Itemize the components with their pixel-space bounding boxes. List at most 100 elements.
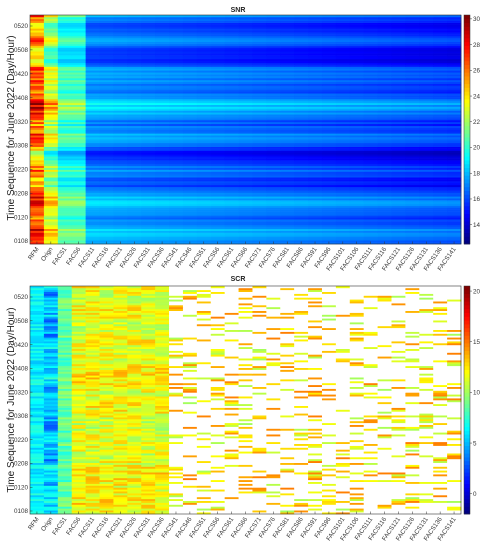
- snr-cell: [433, 207, 448, 210]
- snr-cell: [405, 133, 420, 136]
- snr-cell: [363, 184, 378, 188]
- scr-cell: [43, 487, 59, 490]
- snr-cell: [433, 68, 448, 71]
- snr-cell: [335, 184, 351, 188]
- snr-cell: [363, 142, 378, 146]
- snr-colorbar-segment: [464, 209, 470, 214]
- scr-cell: [182, 447, 198, 450]
- scr-cell: [224, 474, 239, 477]
- snr-cell: [405, 137, 420, 140]
- snr-cell: [85, 163, 100, 167]
- scr-cell: [433, 455, 448, 458]
- scr-cell: [377, 472, 392, 475]
- snr-cell: [210, 79, 226, 83]
- snr-cell: [252, 79, 267, 83]
- scr-cell: [349, 481, 365, 484]
- snr-cell: [30, 161, 45, 165]
- snr-cell: [30, 182, 45, 186]
- snr-cell: [127, 217, 142, 220]
- snr-cell: [43, 137, 59, 140]
- scr-cell: [85, 477, 100, 481]
- snr-cell: [294, 148, 309, 151]
- snr-cell: [391, 16, 406, 20]
- scr-cell: [169, 460, 184, 463]
- snr-cell: [127, 171, 142, 174]
- snr-cell: [127, 39, 142, 43]
- snr-cell: [182, 62, 198, 65]
- snr-cell: [57, 158, 73, 161]
- snr-cell: [294, 95, 309, 98]
- scr-cell: [308, 483, 323, 486]
- snr-cell: [169, 20, 184, 23]
- scr-cell: [377, 476, 392, 479]
- snr-cell: [99, 81, 114, 84]
- snr-cell: [419, 15, 434, 18]
- snr-heatmap-cells: [30, 15, 462, 245]
- snr-cell: [321, 100, 337, 104]
- scr-cell: [294, 451, 309, 454]
- snr-cell: [182, 79, 198, 83]
- scr-cell: [238, 464, 253, 467]
- snr-cell: [210, 196, 226, 199]
- snr-cell: [266, 186, 281, 189]
- snr-cell: [210, 97, 226, 100]
- snr-cell: [266, 140, 281, 144]
- snr-cell: [141, 49, 156, 52]
- snr-cell: [224, 32, 239, 35]
- snr-cell: [238, 108, 253, 111]
- snr-cell: [182, 129, 198, 132]
- snr-cell: [294, 45, 309, 48]
- snr-cell: [57, 221, 73, 224]
- snr-cell: [30, 41, 45, 44]
- snr-cell: [196, 177, 212, 180]
- scr-cell: [419, 464, 434, 467]
- snr-cell: [419, 53, 434, 56]
- snr-cell: [349, 39, 365, 43]
- snr-cell: [57, 119, 73, 123]
- snr-cell: [363, 70, 378, 73]
- snr-cell: [280, 190, 295, 193]
- snr-cell: [405, 34, 420, 37]
- snr-cell: [57, 60, 73, 64]
- snr-cell: [99, 74, 114, 77]
- scr-cell: [155, 487, 170, 490]
- snr-cell: [349, 148, 365, 151]
- snr-cell: [99, 37, 114, 41]
- snr-cell: [196, 30, 212, 33]
- snr-cell: [363, 114, 378, 117]
- snr-cell: [30, 60, 45, 64]
- snr-cell: [419, 83, 434, 86]
- snr-cell: [238, 144, 253, 147]
- scr-cell: [85, 508, 100, 511]
- scr-cell: [127, 487, 142, 490]
- snr-cell: [280, 196, 295, 199]
- snr-cell: [238, 20, 253, 23]
- snr-cell: [85, 144, 100, 147]
- snr-cell: [363, 135, 378, 138]
- snr-cell: [196, 77, 212, 81]
- scr-cell: [405, 476, 420, 479]
- snr-cell: [85, 148, 100, 151]
- snr-cell: [155, 32, 170, 35]
- snr-cell: [419, 232, 434, 235]
- snr-cell: [169, 32, 184, 35]
- snr-cell: [99, 181, 114, 184]
- snr-cell: [57, 209, 73, 212]
- snr-cell: [252, 30, 267, 33]
- snr-cell: [141, 217, 156, 220]
- snr-cell: [43, 60, 59, 64]
- scr-cell: [141, 506, 156, 509]
- snr-cell: [99, 154, 114, 157]
- snr-cell: [30, 79, 45, 83]
- snr-y-tick-label: 0120: [14, 214, 29, 221]
- snr-cell: [30, 39, 45, 43]
- snr-cell: [224, 95, 239, 98]
- snr-cell: [113, 95, 128, 98]
- scr-cell: [433, 460, 448, 463]
- snr-cell: [377, 224, 392, 228]
- snr-cell: [252, 121, 267, 125]
- snr-cell: [335, 116, 351, 119]
- snr-cell: [405, 121, 420, 125]
- scr-cell: [155, 462, 170, 465]
- snr-cell: [196, 192, 212, 195]
